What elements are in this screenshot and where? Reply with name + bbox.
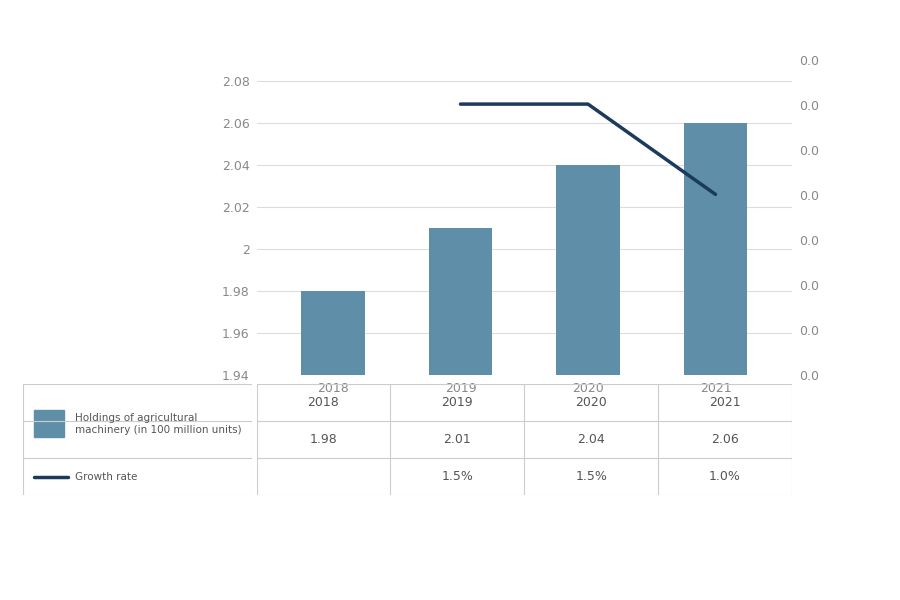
Text: 2.01: 2.01 <box>444 433 472 446</box>
Text: 1.5%: 1.5% <box>575 470 608 483</box>
Bar <box>302 291 364 375</box>
Text: Holdings of agricultural
machinery (in 100 million units): Holdings of agricultural machinery (in 1… <box>76 413 242 435</box>
Bar <box>684 123 747 375</box>
Text: 2.06: 2.06 <box>711 433 739 446</box>
Text: 2019: 2019 <box>442 396 473 409</box>
Text: 1.98: 1.98 <box>310 433 338 446</box>
Bar <box>556 165 620 375</box>
Text: 2021: 2021 <box>709 396 741 409</box>
Text: 2.04: 2.04 <box>577 433 605 446</box>
Bar <box>34 410 64 437</box>
Text: 2020: 2020 <box>575 396 608 409</box>
Text: Growth rate: Growth rate <box>76 472 138 481</box>
Text: 1.5%: 1.5% <box>441 470 473 483</box>
Text: 1.0%: 1.0% <box>709 470 741 483</box>
Text: 2018: 2018 <box>308 396 339 409</box>
Bar <box>428 228 492 375</box>
